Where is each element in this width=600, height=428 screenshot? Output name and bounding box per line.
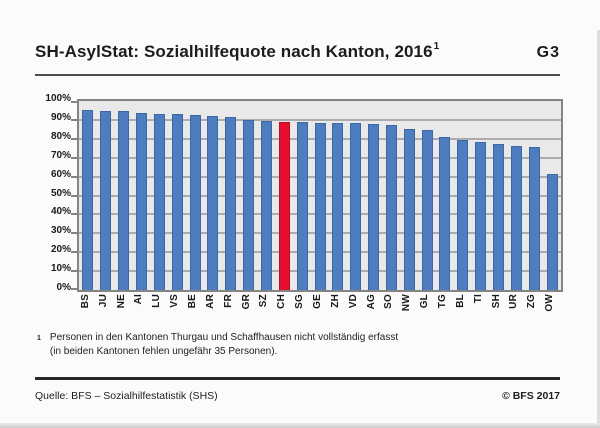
- bar-TI: [475, 141, 487, 290]
- x-label-NE: NE: [115, 294, 127, 309]
- title-footnote-marker: 1: [433, 41, 440, 53]
- footer: Quelle: BFS – Sozialhilfestatistik (SHS)…: [35, 390, 560, 402]
- y-tick-mark-0: [71, 288, 77, 290]
- bar-SH: [493, 144, 505, 290]
- x-label-VD: VD: [347, 294, 359, 309]
- footnote-text: Personen in den Kantonen Thurgau und Sch…: [50, 331, 398, 359]
- y-tick-label-60: 60%: [50, 168, 71, 180]
- y-tick-mark-80: [71, 137, 77, 140]
- x-label-BL: BL: [454, 294, 466, 308]
- page-title-text: SH-AsylStat: Sozialhilfequote nach Kanto…: [35, 42, 433, 61]
- y-axis: 0% 10% 20% 30% 40% 50% 60% 70% 80% 90% 100%: [35, 93, 71, 293]
- y-tick-label-100: 100%: [45, 93, 71, 104]
- x-label-JU: JU: [97, 294, 109, 308]
- x-label-BS: BS: [79, 294, 91, 309]
- bar-VD: [350, 122, 362, 290]
- bar-SZ: [260, 120, 272, 290]
- bar-UR: [510, 146, 522, 290]
- bar-NW: [403, 129, 415, 290]
- x-label-SH: SH: [490, 294, 502, 309]
- bar-GR: [243, 119, 255, 290]
- x-label-AR: AR: [204, 294, 216, 309]
- x-axis: BS JU NE AI LU VS BE AR FR GR SZ CH SG GE ZH VD AG SO NW GL…: [77, 292, 559, 324]
- x-label-SO: SO: [383, 294, 395, 309]
- x-label-GE: GE: [312, 294, 323, 309]
- bar-GL: [421, 130, 433, 290]
- y-tick-mark-30: [71, 232, 77, 235]
- x-label-AI: AI: [133, 294, 145, 305]
- x-label-SZ: SZ: [258, 294, 270, 308]
- y-tick-label-30: 30%: [50, 225, 71, 237]
- y-tick-label-80: 80%: [50, 130, 71, 142]
- title-divider: [35, 74, 560, 76]
- x-label-AG: AG: [365, 294, 377, 310]
- y-tick-mark-50: [71, 194, 77, 197]
- y-tick-label-90: 90%: [50, 111, 71, 123]
- bar-chart: 0% 10% 20% 30% 40% 50% 60% 70% 80% 90% 100% BS JU NE…: [35, 92, 563, 324]
- x-label-SG: SG: [294, 294, 306, 309]
- gridline-90: [79, 118, 561, 121]
- chart-header: SH-AsylStat: Sozialhilfequote nach Kanto…: [35, 41, 560, 62]
- bar-BS: [82, 110, 94, 290]
- bar-AG: [368, 123, 380, 290]
- x-label-ZH: ZH: [329, 294, 341, 308]
- x-label-OW: OW: [544, 294, 556, 312]
- x-label-GL: GL: [419, 294, 431, 309]
- footnote-line-1: Personen in den Kantonen Thurgau und Sch…: [49, 332, 399, 343]
- bar-BL: [457, 139, 469, 290]
- plot-area: [71, 99, 563, 292]
- bar-FR: [225, 117, 237, 290]
- y-tick-mark-100: [71, 101, 77, 103]
- y-tick-mark-20: [71, 251, 77, 254]
- bar-ZH: [332, 122, 344, 290]
- x-label-UR: UR: [508, 294, 520, 309]
- copyright-label: © BFS 2017: [502, 390, 560, 402]
- y-tick-mark-70: [71, 156, 77, 159]
- x-label-CH: CH: [276, 294, 288, 309]
- y-tick-label-10: 10%: [50, 263, 71, 275]
- y-tick-label-20: 20%: [50, 244, 71, 256]
- source-label: Quelle: BFS – Sozialhilfestatistik (SHS): [35, 390, 218, 402]
- y-tick-mark-90: [71, 118, 77, 121]
- bar-SO: [385, 124, 397, 290]
- bar-JU: [100, 111, 112, 290]
- bar-ZG: [528, 147, 540, 290]
- bar-AI: [135, 113, 147, 290]
- x-label-LU: LU: [151, 294, 163, 308]
- bar-OW: [546, 173, 558, 290]
- y-tick-mark-10: [71, 270, 77, 273]
- x-label-ZG: ZG: [526, 294, 538, 309]
- footer-divider: [35, 377, 560, 380]
- x-label-TG: TG: [436, 294, 448, 309]
- footnote-line-2: (in beiden Kantonen fehlen ungefähr 35 P…: [49, 346, 278, 357]
- x-label-NW: NW: [401, 294, 413, 312]
- x-label-FR: FR: [222, 294, 234, 308]
- graph-number: G3: [536, 44, 560, 61]
- bar-CH: [278, 121, 290, 290]
- y-tick-label-0: 0%: [56, 282, 71, 293]
- bar-VS: [171, 114, 183, 290]
- y-tick-label-40: 40%: [50, 206, 71, 218]
- footnote: 1 Personen in den Kantonen Thurgau und S…: [37, 331, 557, 359]
- y-tick-mark-40: [71, 213, 77, 216]
- x-label-VS: VS: [169, 294, 181, 308]
- bar-TG: [439, 136, 451, 290]
- bar-BE: [189, 115, 201, 290]
- bar-AR: [207, 116, 219, 290]
- y-tick-mark-60: [71, 175, 77, 178]
- y-tick-label-70: 70%: [50, 149, 71, 161]
- bar-GE: [314, 122, 326, 290]
- bar-NE: [118, 111, 130, 290]
- bar-SG: [296, 121, 308, 290]
- screenshot-right-edge: [597, 30, 600, 428]
- screenshot-bottom-edge: [0, 423, 600, 428]
- page-title: SH-AsylStat: Sozialhilfequote nach Kanto…: [35, 41, 440, 62]
- x-label-GR: GR: [240, 294, 252, 310]
- x-label-TI: TI: [472, 294, 484, 304]
- x-label-BE: BE: [187, 294, 199, 309]
- bar-LU: [153, 114, 165, 290]
- footnote-marker: 1: [37, 335, 41, 342]
- y-tick-label-50: 50%: [50, 187, 71, 199]
